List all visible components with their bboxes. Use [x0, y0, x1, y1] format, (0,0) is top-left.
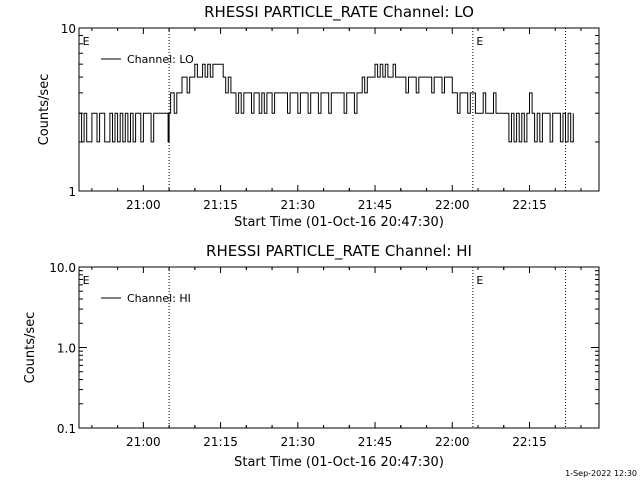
- x-tick-label: 21:15: [203, 198, 238, 212]
- x-tick-label: 22:00: [435, 198, 470, 212]
- y-axis-label: Counts/sec: [23, 312, 38, 384]
- y-tick-label: 10: [61, 22, 76, 36]
- x-tick-label: 21:15: [203, 435, 238, 449]
- y-tick-label: 1.0: [57, 342, 76, 356]
- event-marker: E: [476, 35, 483, 48]
- x-tick-label: 21:30: [281, 198, 316, 212]
- event-marker: E: [476, 274, 483, 287]
- series-line-lo: [79, 63, 574, 143]
- x-tick-label: 21:30: [281, 435, 316, 449]
- x-tick-label: 22:15: [512, 435, 547, 449]
- chart-title: RHESSI PARTICLE_RATE Channel: HI: [206, 242, 472, 261]
- y-tick-label: 10.0: [49, 261, 76, 275]
- panel-hi: RHESSI PARTICLE_RATE Channel: HI 21:00 21:…: [23, 242, 600, 470]
- x-tick-label: 22:15: [512, 198, 547, 212]
- footer-timestamp: 1-Sep-2022 12:30: [565, 469, 637, 478]
- event-marker: E: [83, 35, 90, 48]
- x-tick-label: 21:00: [126, 198, 161, 212]
- x-axis-label: Start Time (01-Oct-16 20:47:30): [234, 455, 444, 470]
- chart-title: RHESSI PARTICLE_RATE Channel: LO: [204, 3, 474, 22]
- x-axis-label: Start Time (01-Oct-16 20:47:30): [234, 215, 444, 230]
- event-marker: E: [83, 274, 90, 287]
- panel-lo: RHESSI PARTICLE_RATE Channel: LO 21:00 21:…: [37, 3, 600, 230]
- x-tick-label: 21:45: [358, 198, 393, 212]
- y-axis-label: Counts/sec: [37, 74, 52, 146]
- x-tick-label: 21:45: [358, 435, 393, 449]
- legend-label: Channel: LO: [127, 53, 194, 66]
- legend-label: Channel: HI: [127, 292, 191, 305]
- plot-frame: [78, 27, 600, 192]
- x-tick-label: 22:00: [435, 435, 470, 449]
- y-tick-label: 0.1: [57, 422, 76, 436]
- x-tick-label: 21:00: [126, 435, 161, 449]
- y-tick-label: 1: [68, 185, 76, 199]
